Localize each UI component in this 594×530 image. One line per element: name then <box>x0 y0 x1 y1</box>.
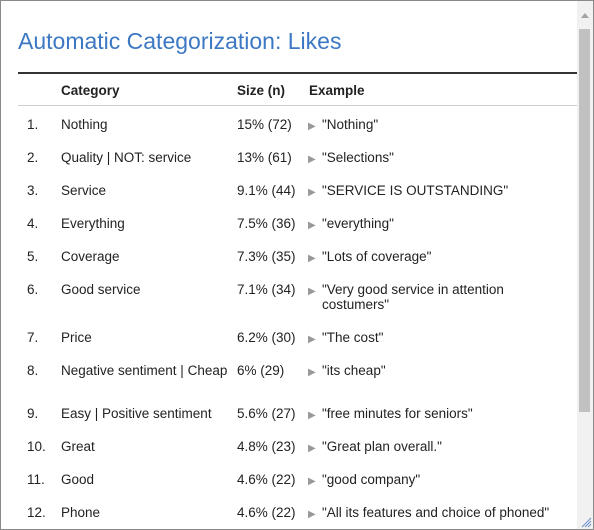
row-category: Everything <box>61 216 125 231</box>
resize-grip-icon[interactable] <box>580 516 592 528</box>
column-header-example: Example <box>309 83 365 98</box>
row-category: Coverage <box>61 249 120 264</box>
row-number: 5. <box>27 249 39 264</box>
row-example: "Lots of coverage" <box>322 249 432 264</box>
row-example: "All its features and choice of phoned" <box>322 505 550 520</box>
row-category: Negative sentiment | Cheap <box>61 363 228 378</box>
row-category: Good <box>61 472 95 487</box>
triangle-right-icon[interactable]: ▶ <box>308 334 316 345</box>
row-size: 13% (61) <box>237 150 292 165</box>
row-number: 9. <box>27 406 39 421</box>
page-title: Automatic Categorization: Likes <box>18 28 342 54</box>
row-example: "Very good service in attention costumer… <box>322 282 504 312</box>
scrollbar-thumb[interactable] <box>579 29 590 412</box>
title-rule <box>18 72 577 74</box>
triangle-right-icon[interactable]: ▶ <box>308 121 316 132</box>
row-example: "Selections" <box>322 150 394 165</box>
triangle-right-icon[interactable]: ▶ <box>308 509 316 520</box>
row-size: 4.6% (22) <box>237 472 296 487</box>
row-category: Easy | Positive sentiment <box>61 406 212 421</box>
row-number: 11. <box>27 472 45 487</box>
triangle-right-icon[interactable]: ▶ <box>308 367 316 378</box>
row-example: "Great plan overall." <box>322 439 442 454</box>
row-category: Great <box>61 439 95 454</box>
row-category: Service <box>61 183 107 198</box>
row-category: Phone <box>61 505 101 520</box>
row-size: 9.1% (44) <box>237 183 296 198</box>
triangle-right-icon[interactable]: ▶ <box>308 187 316 198</box>
row-number: 4. <box>27 216 39 231</box>
row-example: "everything" <box>322 216 394 231</box>
row-example: "The cost" <box>322 330 384 345</box>
row-size: 6% (29) <box>237 363 285 378</box>
arrow-up-icon[interactable] <box>581 13 589 18</box>
row-category: Nothing <box>61 117 108 132</box>
row-number: 2. <box>27 150 39 165</box>
triangle-right-icon[interactable]: ▶ <box>308 410 316 421</box>
row-size: 6.2% (30) <box>237 330 296 345</box>
row-number: 12. <box>27 505 46 520</box>
row-size: 7.1% (34) <box>237 282 296 297</box>
row-example: "Nothing" <box>322 117 379 132</box>
row-example: "free minutes for seniors" <box>322 406 473 421</box>
row-category: Good service <box>61 282 141 297</box>
triangle-right-icon[interactable]: ▶ <box>308 220 316 231</box>
row-number: 6. <box>27 282 39 297</box>
row-number: 8. <box>27 363 39 378</box>
row-size: 4.6% (22) <box>237 505 296 520</box>
panel-content: Automatic Categorization: Likes Category… <box>1 1 579 529</box>
row-size: 7.3% (35) <box>237 249 296 264</box>
row-example: "SERVICE IS OUTSTANDING" <box>322 183 509 198</box>
triangle-right-icon[interactable]: ▶ <box>308 443 316 454</box>
triangle-right-icon[interactable]: ▶ <box>308 476 316 487</box>
triangle-right-icon[interactable]: ▶ <box>308 253 316 264</box>
vertical-scrollbar[interactable] <box>577 1 593 529</box>
row-number: 10. <box>27 439 46 454</box>
row-number: 3. <box>27 183 39 198</box>
row-number: 1. <box>27 117 39 132</box>
row-size: 4.8% (23) <box>237 439 296 454</box>
row-category: Quality | NOT: service <box>61 150 192 165</box>
triangle-right-icon[interactable]: ▶ <box>308 154 316 165</box>
row-size: 7.5% (36) <box>237 216 296 231</box>
row-size: 5.6% (27) <box>237 406 296 421</box>
row-example: "its cheap" <box>322 363 386 378</box>
triangle-right-icon[interactable]: ▶ <box>308 286 316 297</box>
column-header-size: Size (n) <box>237 83 286 98</box>
header-divider <box>18 105 577 106</box>
row-example: "good company" <box>322 472 421 487</box>
row-number: 7. <box>27 330 39 345</box>
column-header-category: Category <box>61 83 120 98</box>
row-category: Price <box>61 330 92 345</box>
row-size: 15% (72) <box>237 117 292 132</box>
